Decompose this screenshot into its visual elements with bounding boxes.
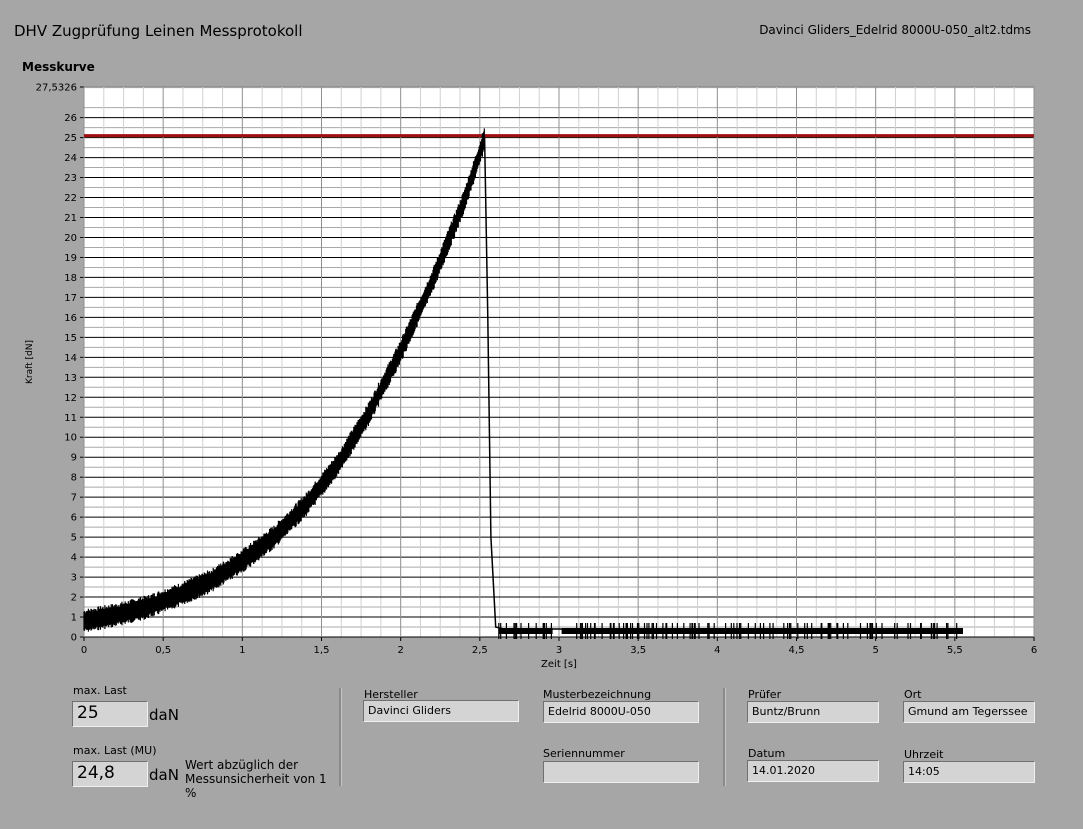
y-tick-label: 9 xyxy=(71,453,77,464)
y-tick-label: 13 xyxy=(64,373,77,384)
x-tick-label: 3,5 xyxy=(630,645,646,656)
y-tick-label: 17 xyxy=(64,293,77,304)
x-tick-label: 0,5 xyxy=(155,645,171,656)
y-tick-label: 6 xyxy=(71,513,77,524)
page-title: DHV Zugprüfung Leinen Messprotokoll xyxy=(14,22,303,40)
y-max-label: 27,5326 xyxy=(36,83,77,94)
separator-left xyxy=(339,688,342,786)
x-tick-label: 3 xyxy=(556,645,562,656)
y-tick-label: 24 xyxy=(64,153,77,164)
y-tick-label: 3 xyxy=(71,573,77,584)
max-load-mu-field[interactable]: 24,8 xyxy=(72,761,148,787)
y-tick-label: 7 xyxy=(71,493,77,504)
file-name: Davinci Gliders_Edelrid 8000U-050_alt2.t… xyxy=(759,23,1031,37)
y-tick-label: 8 xyxy=(71,473,77,484)
y-tick-label: 15 xyxy=(64,333,77,344)
max-load-label: max. Last xyxy=(73,684,127,697)
manufacturer-label: Hersteller xyxy=(364,688,418,701)
y-tick-label: 22 xyxy=(64,193,77,204)
x-tick-label: 6 xyxy=(1031,645,1037,656)
max-load-mu-label: max. Last (MU) xyxy=(73,744,157,757)
location-field[interactable]: Gmund am Tegerssee xyxy=(903,701,1035,723)
location-label: Ort xyxy=(904,688,922,701)
y-tick-label: 12 xyxy=(64,393,77,404)
x-tick-label: 4 xyxy=(714,645,720,656)
x-tick-label: 5 xyxy=(872,645,878,656)
date-label: Datum xyxy=(748,747,786,760)
y-tick-label: 18 xyxy=(64,273,77,284)
series-line xyxy=(83,137,963,632)
y-tick-label: 1 xyxy=(71,613,77,624)
max-load-unit: daN xyxy=(149,706,179,724)
y-tick-label: 11 xyxy=(64,413,77,424)
time-label: Uhrzeit xyxy=(904,748,944,761)
y-tick-label: 0 xyxy=(71,633,77,644)
y-tick-label: 23 xyxy=(64,173,77,184)
y-axis-label: Kraft [dN] xyxy=(25,340,35,384)
y-tick-label: 14 xyxy=(64,353,77,364)
y-tick-label: 20 xyxy=(64,233,77,244)
date-field[interactable]: 14.01.2020 xyxy=(747,760,879,782)
x-tick-label: 5,5 xyxy=(947,645,963,656)
time-field[interactable]: 14:05 xyxy=(903,761,1035,783)
x-tick-label: 1 xyxy=(239,645,245,656)
y-tick-label: 5 xyxy=(71,533,77,544)
x-tick-label: 2 xyxy=(397,645,403,656)
y-tick-label: 26 xyxy=(64,113,77,124)
y-tick-label: 4 xyxy=(71,553,77,564)
model-label: Musterbezeichnung xyxy=(543,688,652,701)
x-tick-label: 1,5 xyxy=(314,645,330,656)
x-tick-label: 4,5 xyxy=(789,645,805,656)
measurement-uncertainty-note: Wert abzüglich der Messunsicherheit von … xyxy=(185,758,327,800)
max-load-field[interactable]: 25 xyxy=(72,701,148,727)
manufacturer-field[interactable]: Davinci Gliders xyxy=(363,700,519,722)
x-axis-label: Zeit [s] xyxy=(541,659,577,670)
y-tick-label: 19 xyxy=(64,253,77,264)
x-tick-label: 2,5 xyxy=(472,645,488,656)
tester-label: Prüfer xyxy=(748,688,782,701)
force-time-chart: 0123456789101112131415161718192021222324… xyxy=(25,83,1037,671)
separator-right xyxy=(723,688,726,786)
serial-number-label: Seriennummer xyxy=(543,747,625,760)
max-load-mu-unit: daN xyxy=(149,766,179,784)
x-tick-label: 0 xyxy=(81,645,87,656)
tester-field[interactable]: Buntz/Brunn xyxy=(747,701,879,723)
model-field[interactable]: Edelrid 8000U-050 xyxy=(543,701,699,723)
chart-section-label: Messkurve xyxy=(22,60,95,74)
y-tick-label: 16 xyxy=(64,313,77,324)
y-tick-label: 10 xyxy=(64,433,77,444)
y-tick-label: 25 xyxy=(64,133,77,144)
y-tick-label: 2 xyxy=(71,593,77,604)
y-tick-label: 21 xyxy=(64,213,77,224)
serial-number-field[interactable] xyxy=(543,761,699,783)
